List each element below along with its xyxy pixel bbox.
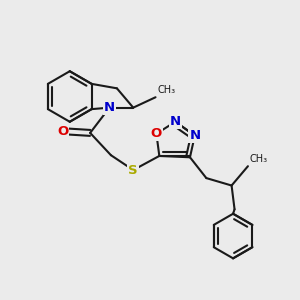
Text: CH₃: CH₃ [249, 154, 268, 164]
Text: N: N [189, 129, 200, 142]
Text: N: N [170, 115, 181, 128]
Text: S: S [128, 164, 138, 177]
Text: CH₃: CH₃ [157, 85, 175, 95]
Text: N: N [104, 101, 115, 114]
Text: O: O [57, 125, 68, 138]
Text: O: O [151, 127, 162, 140]
